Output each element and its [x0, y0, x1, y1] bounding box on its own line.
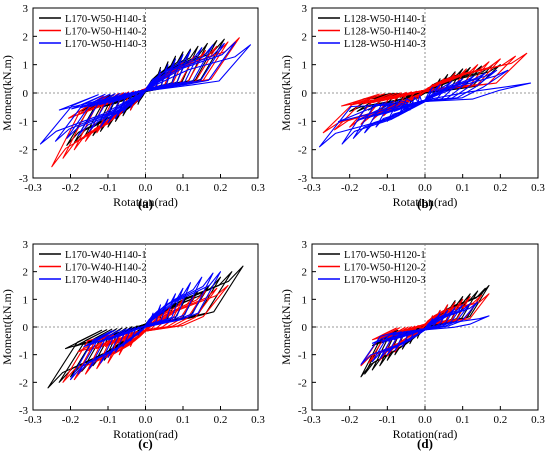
panel-caption: (b)	[417, 196, 433, 211]
y-tick-label: -3	[19, 173, 29, 185]
x-tick-label: -0.2	[62, 182, 79, 194]
hysteresis-loop	[62, 284, 229, 383]
x-tick-label: -0.3	[24, 182, 42, 194]
x-tick-label: -0.3	[303, 182, 321, 194]
y-tick-label: 0	[23, 322, 29, 334]
legend-label: L170-W50-H120-2	[344, 263, 426, 274]
y-tick-label: 2	[302, 31, 308, 43]
x-tick-label: 0.0	[139, 182, 153, 194]
x-tick-label: 0.2	[493, 182, 507, 194]
x-tick-label: 0.3	[251, 414, 265, 426]
x-axis-label: Rotation(rad)	[393, 427, 458, 441]
y-tick-label: 0	[302, 88, 308, 100]
x-tick-label: -0.1	[99, 414, 116, 426]
legend-label: L170-W40-H140-1	[65, 250, 147, 261]
y-axis-label: Moment(kN.m)	[279, 55, 293, 131]
y-axis-label: Moment(kN.m)	[0, 55, 14, 131]
legend-label: L170-W40-H140-2	[65, 263, 147, 274]
series-group	[318, 69, 532, 148]
y-tick-label: -2	[298, 145, 307, 157]
legend-label: L170-W50-H140-2	[65, 27, 147, 38]
x-tick-label: -0.2	[62, 414, 79, 426]
y-tick-label: 2	[23, 31, 29, 43]
x-tick-label: 0.2	[214, 414, 228, 426]
hysteresis-loop	[341, 69, 509, 145]
x-tick-label: -0.2	[341, 182, 358, 194]
y-tick-label: 3	[23, 3, 29, 15]
series-group	[69, 271, 222, 381]
y-tick-label: 3	[302, 239, 308, 251]
legend-label: L170-W50-H120-3	[344, 275, 426, 286]
hysteresis-loop	[69, 271, 222, 381]
y-tick-label: -3	[298, 173, 308, 185]
legend-label: L128-W50-H140-3	[344, 39, 426, 50]
y-tick-label: -1	[298, 116, 307, 128]
y-axis-label: Moment(kN.m)	[0, 289, 14, 365]
y-tick-label: -1	[19, 116, 28, 128]
y-tick-label: 1	[302, 60, 308, 72]
hysteresis-loop	[360, 315, 490, 365]
y-tick-label: 3	[302, 3, 308, 15]
x-axis-label: Rotation(rad)	[113, 195, 178, 209]
y-tick-label: -1	[19, 350, 28, 362]
x-tick-label: -0.1	[379, 182, 396, 194]
y-tick-label: 3	[23, 239, 29, 251]
x-tick-label: 0.1	[456, 182, 470, 194]
legend-label: L170-W50-H140-1	[65, 14, 147, 25]
panel-caption: (a)	[138, 196, 153, 211]
panel-caption: (d)	[417, 436, 433, 451]
hysteresis-loop	[318, 82, 532, 148]
y-tick-label: 2	[23, 267, 29, 279]
x-tick-label: -0.2	[341, 414, 358, 426]
hysteresis-loop	[54, 41, 237, 142]
y-tick-label: 1	[23, 60, 29, 72]
x-tick-label: 0.1	[176, 414, 190, 426]
x-tick-label: 0.3	[251, 182, 265, 194]
x-tick-label: -0.1	[379, 414, 396, 426]
series-group	[360, 284, 490, 378]
y-axis-label: Moment(kN.m)	[279, 289, 293, 365]
y-tick-label: 0	[302, 322, 308, 334]
x-tick-label: 0.1	[176, 182, 190, 194]
x-tick-label: -0.3	[24, 414, 42, 426]
legend-label: L170-W50-H120-1	[344, 250, 426, 261]
y-tick-label: 1	[23, 294, 29, 306]
legend-label: L128-W50-H140-2	[344, 27, 426, 38]
y-tick-label: -3	[19, 405, 29, 417]
hysteresis-loop	[39, 44, 252, 145]
x-tick-label: 0.2	[493, 414, 507, 426]
legend-label: L170-W50-H140-3	[65, 39, 147, 50]
y-tick-label: -1	[298, 350, 307, 362]
y-tick-label: -2	[19, 377, 28, 389]
x-tick-label: 0.0	[418, 182, 432, 194]
x-tick-label: 0.2	[214, 182, 228, 194]
x-axis-label: Rotation(rad)	[113, 427, 178, 441]
x-axis-label: Rotation(rad)	[393, 195, 458, 209]
x-tick-label: 0.1	[456, 414, 470, 426]
chart-panel: -0.3 -0.2 -0.1 0.0 0.1 0.2 0.3 -3 -2 -1 0 1 2 3 Rotati…	[279, 239, 545, 451]
y-tick-label: 2	[302, 267, 308, 279]
x-tick-label: -0.3	[303, 414, 321, 426]
series-group	[360, 301, 490, 365]
legend-label: L170-W40-H140-3	[65, 275, 147, 286]
x-tick-label: -0.1	[99, 182, 116, 194]
x-tick-label: 0.0	[418, 414, 432, 426]
y-tick-label: -2	[298, 377, 307, 389]
series-group	[39, 41, 252, 145]
y-tick-label: 0	[23, 88, 29, 100]
x-tick-label: 0.0	[139, 414, 153, 426]
y-tick-label: -3	[298, 405, 308, 417]
legend-label: L128-W50-H140-1	[344, 14, 426, 25]
chart-panel: -0.3 -0.2 -0.1 0.0 0.1 0.2 0.3 -3 -2 -1 0 1 2 3 Rotati…	[279, 3, 545, 211]
chart-panel: -0.3 -0.2 -0.1 0.0 0.1 0.2 0.3 -3 -2 -1 0 1 2 3 Rotati…	[0, 239, 265, 451]
chart-panel: -0.3 -0.2 -0.1 0.0 0.1 0.2 0.3 -3 -2 -1 0 1 2 3 Rotati…	[0, 3, 265, 211]
y-tick-label: 1	[302, 294, 308, 306]
panel-caption: (c)	[138, 436, 152, 451]
x-tick-label: 0.3	[531, 414, 545, 426]
x-tick-label: 0.3	[531, 182, 545, 194]
y-tick-label: -2	[19, 145, 28, 157]
